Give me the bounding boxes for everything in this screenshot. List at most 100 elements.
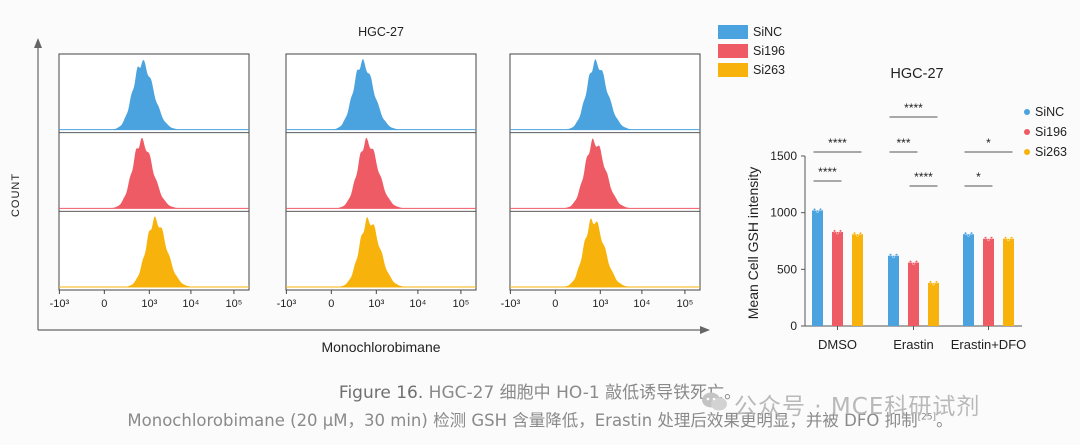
bar-point-si196-erastin-dfo: [984, 236, 987, 240]
significance-label: *: [976, 170, 981, 184]
bar-point-si263-erastin: [932, 282, 935, 286]
flow-x-tick-label: 10⁵: [226, 298, 243, 310]
flow-x-tick-label: -10³: [501, 298, 521, 310]
flow-histogram-sinc-dmso: [113, 60, 178, 130]
gsh-bar-chart: HGC-27 Mean Cell GSH intensity 0 500 1000 1…: [745, 66, 1067, 352]
bar-point-sinc-erastin: [889, 253, 892, 257]
bar-point-sinc-erastin: [895, 253, 898, 257]
bar-legend-dot-sinc: [1024, 109, 1030, 115]
flow-x-tick-label: 10⁵: [453, 298, 470, 310]
flow-histogram-sinc-erastin: [333, 59, 399, 130]
bar-x-tick-label-erastin: Erastin: [893, 337, 933, 352]
significance-label: ****: [914, 170, 933, 184]
bar-x-tick-label-dmso: DMSO: [818, 337, 857, 352]
y-axis-arrow: [34, 38, 42, 48]
wechat-icon: [702, 392, 727, 411]
caption-text: Monochlorobimane (20 μM，30 min) 检测 GSH 含…: [127, 411, 918, 430]
flow-x-tick-label: 0: [101, 298, 107, 310]
flow-histogram-si196-erastin-dfo: [565, 138, 630, 209]
significance-label: ****: [818, 165, 837, 179]
figure-caption-line1: Figure 16. HGC-27 细胞中 HO-1 敲低诱导铁死亡。: [0, 378, 1080, 403]
legend-label-si263: Si263: [753, 62, 785, 77]
flow-x-tick-label: 0: [328, 298, 334, 310]
bar-y-tick-label: 1000: [770, 206, 797, 220]
flow-histogram-si196-dmso: [112, 138, 178, 209]
bar-point-si196-erastin: [909, 260, 912, 263]
flow-x-tick-label: 10⁴: [182, 298, 199, 310]
bar-point-si263-dmso: [853, 231, 856, 235]
bar-point-si196-erastin: [915, 260, 918, 263]
bar-point-si263-erastin-dfo: [1010, 236, 1013, 240]
legend-item-si263: Si263: [718, 60, 785, 79]
bar-point-si196-erastin: [912, 262, 915, 265]
bar-legend-dot-si196: [1024, 129, 1030, 135]
flow-cytometry-figure: HGC-27 COUNT Monochlorobimane -10³ 0 10³ 10…: [10, 25, 710, 355]
bar-sinc-dmso: [812, 210, 823, 326]
bar-sinc-erastin-dfo: [963, 234, 974, 326]
flow-histogram-si263-erastin: [339, 217, 405, 287]
bar-title: HGC-27: [890, 66, 943, 82]
flow-histogram-sinc-erastin-dfo: [566, 59, 632, 130]
bar-point-sinc-erastin-dfo: [970, 231, 973, 235]
bar-point-sinc-dmso: [816, 209, 819, 213]
bar-point-sinc-dmso: [813, 207, 816, 211]
bar-point-si196-erastin-dfo: [987, 238, 990, 242]
flow-histogram-si263-dmso: [126, 216, 192, 287]
bar-point-si196-dmso: [833, 229, 836, 233]
bar-y-label: Mean Cell GSH intensity: [745, 167, 761, 320]
bar-si196-dmso: [832, 231, 843, 326]
bar-si263-dmso: [852, 234, 863, 326]
bar-point-sinc-erastin-dfo: [967, 233, 970, 237]
watermark-text: 公众号 · MCE科研试剂: [734, 394, 981, 420]
bar-si196-erastin: [908, 262, 919, 326]
flow-x-tick-label: 10³: [368, 298, 384, 310]
flow-x-tick-label: 0: [552, 298, 558, 310]
bar-point-si196-dmso: [836, 231, 839, 235]
bar-point-si263-erastin-dfo: [1007, 238, 1010, 242]
bar-legend-label-si263: Si263: [1035, 145, 1067, 159]
significance-label: ****: [904, 101, 923, 115]
flow-histogram-si196-erastin: [337, 137, 403, 209]
flow-histogram-si263-erastin-dfo: [564, 218, 629, 287]
bar-point-si196-dmso: [839, 229, 842, 233]
bar-legend-label-sinc: SiNC: [1035, 105, 1064, 119]
bar-point-si263-dmso: [856, 233, 859, 237]
flow-x-tick-label: -10³: [50, 298, 70, 310]
bar-si196-erastin-dfo: [983, 238, 994, 326]
significance-label: *: [986, 136, 991, 150]
legend-item-si196: Si196: [718, 41, 785, 60]
flow-y-label: COUNT: [10, 173, 22, 217]
legend-swatch-si196: [718, 43, 748, 58]
legend-label-sinc: SiNC: [753, 24, 783, 39]
bar-point-sinc-erastin: [892, 255, 895, 259]
bar-point-si263-erastin-dfo: [1004, 236, 1007, 240]
caption-end: 。: [936, 411, 953, 430]
figure-caption-line2: Monochlorobimane (20 μM，30 min) 检测 GSH 含…: [0, 407, 1080, 431]
bar-sinc-erastin: [888, 255, 899, 326]
figure-title: HGC-27 细胞中 HO-1 敲低诱导铁死亡。: [428, 383, 742, 403]
flow-x-label: Monochlorobimane: [321, 339, 440, 355]
figure-label: Figure 16.: [338, 383, 424, 403]
legend-item-sinc: SiNC: [718, 22, 785, 41]
flow-title: HGC-27: [358, 25, 404, 39]
x-axis-arrow: [700, 326, 710, 334]
bar-legend-dot-si263: [1024, 149, 1030, 155]
flow-x-tick-label: 10³: [592, 298, 608, 310]
bar-y-tick-label: 500: [777, 262, 797, 276]
bar-legend: SiNC Si196 Si263: [1024, 105, 1067, 159]
bar-point-si263-dmso: [859, 231, 862, 235]
flow-x-tick-label: 10⁵: [677, 298, 694, 310]
bar-legend-label-si196: Si196: [1035, 125, 1067, 139]
bar-si263-erastin: [928, 282, 939, 326]
bar-point-si263-erastin: [935, 280, 938, 284]
bar-si263-erastin-dfo: [1003, 238, 1014, 326]
bar-point-sinc-erastin-dfo: [964, 231, 967, 235]
legend-label-si196: Si196: [753, 43, 785, 58]
flow-x-tick-label: 10⁴: [633, 298, 650, 310]
bar-y-tick-label: 1500: [770, 149, 797, 163]
flow-x-tick-label: 10⁴: [409, 298, 426, 310]
bar-y-tick-label: 0: [790, 319, 797, 333]
significance-label: ****: [828, 136, 847, 150]
flow-legend: SiNC Si196 Si263: [718, 22, 785, 79]
